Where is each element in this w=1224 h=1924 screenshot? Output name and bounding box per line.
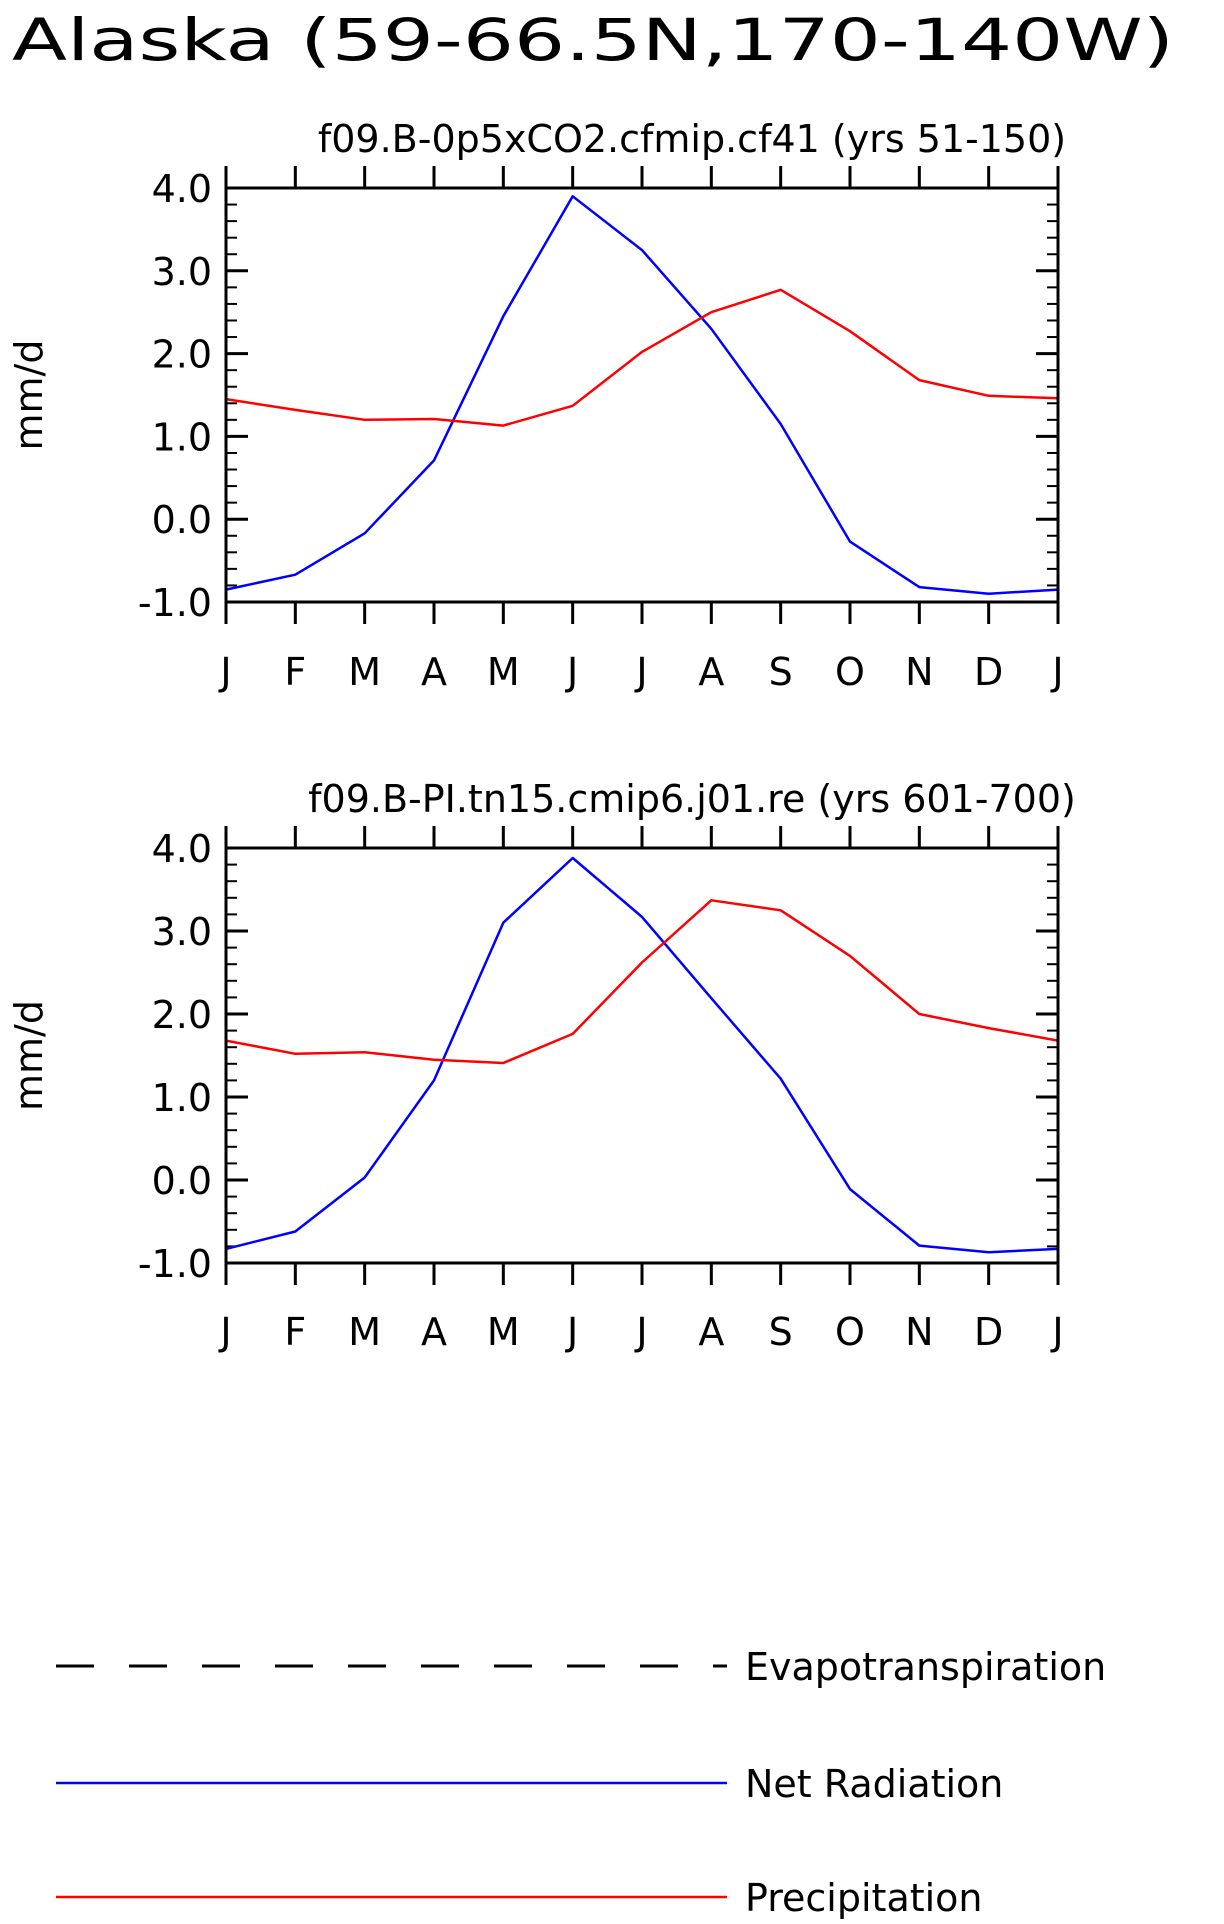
- y-tick-label: 3.0: [152, 250, 212, 294]
- x-tick-label: N: [905, 1310, 933, 1354]
- x-tick-label: S: [769, 1310, 793, 1354]
- plot-frame: [224, 186, 1060, 604]
- x-tick-label: M: [348, 1310, 381, 1354]
- x-tick-label: F: [284, 650, 306, 694]
- x-tick-label: M: [487, 650, 520, 694]
- chart-title: f09.B-PI.tn15.cmip6.j01.re (yrs 601-700): [308, 777, 1076, 821]
- x-tick-label: J: [1050, 650, 1063, 694]
- series-line-net-radiation: [225, 195, 1059, 595]
- y-tick-label: 1.0: [152, 415, 212, 459]
- x-tick-label: A: [698, 1310, 724, 1354]
- x-tick-label: J: [565, 650, 578, 694]
- y-tick-label: 4.0: [152, 827, 212, 871]
- y-tick-label: 1.0: [152, 1076, 212, 1120]
- plot-frame: [224, 846, 1060, 1265]
- series-line-precipitation: [225, 288, 1059, 427]
- series-line-precipitation: [225, 899, 1059, 1065]
- x-tick-label: N: [905, 650, 933, 694]
- figure-title: Alaska (59-66.5N,170-140W): [12, 6, 1174, 74]
- y-axis-label: mm/d: [7, 1000, 51, 1111]
- x-tick-label: O: [835, 650, 865, 694]
- legend-item: Net Radiation: [56, 1762, 1003, 1806]
- y-axis-label: mm/d: [7, 340, 51, 451]
- x-tick-label: M: [487, 1310, 520, 1354]
- legend-label: Evapotranspiration: [745, 1645, 1106, 1689]
- x-tick-label: D: [974, 650, 1003, 694]
- y-tick-label: -1.0: [138, 581, 212, 625]
- y-tick-label: 2.0: [152, 993, 212, 1037]
- y-tick-label: 0.0: [152, 1159, 212, 1203]
- legend-item: Precipitation: [56, 1876, 983, 1920]
- x-tick-label: J: [218, 650, 231, 694]
- x-tick-label: O: [835, 1310, 865, 1354]
- x-tick-label: M: [348, 650, 381, 694]
- legend: Evapotranspiration Net Radiation Precipita…: [56, 1645, 1106, 1920]
- x-tick-label: D: [974, 1310, 1003, 1354]
- legend-label: Precipitation: [745, 1876, 983, 1920]
- legend-label: Net Radiation: [745, 1762, 1003, 1806]
- x-tick-label: J: [1050, 1310, 1063, 1354]
- series-line-net-radiation: [225, 856, 1059, 1254]
- x-tick-label: A: [421, 1310, 447, 1354]
- y-tick-label: 3.0: [152, 910, 212, 954]
- chart-panel-1: f09.B-0p5xCO2.cfmip.cf41 (yrs 51-150) mm/…: [7, 117, 1066, 694]
- x-tick-label: F: [284, 1310, 306, 1354]
- x-tick-label: J: [565, 1310, 578, 1354]
- y-tick-label: -1.0: [138, 1242, 212, 1286]
- x-tick-label: J: [634, 650, 647, 694]
- chart-title: f09.B-0p5xCO2.cfmip.cf41 (yrs 51-150): [318, 117, 1066, 161]
- y-tick-label: 2.0: [152, 333, 212, 377]
- x-tick-label: A: [421, 650, 447, 694]
- x-tick-label: S: [769, 650, 793, 694]
- x-tick-label: J: [634, 1310, 647, 1354]
- x-tick-label: J: [218, 1310, 231, 1354]
- y-tick-label: 0.0: [152, 498, 212, 542]
- legend-item: Evapotranspiration: [56, 1645, 1106, 1689]
- chart-panel-2: f09.B-PI.tn15.cmip6.j01.re (yrs 601-700)…: [7, 777, 1076, 1354]
- chart-panels: f09.B-0p5xCO2.cfmip.cf41 (yrs 51-150) mm/…: [7, 117, 1076, 1354]
- x-tick-label: A: [698, 650, 724, 694]
- y-tick-label: 4.0: [152, 167, 212, 211]
